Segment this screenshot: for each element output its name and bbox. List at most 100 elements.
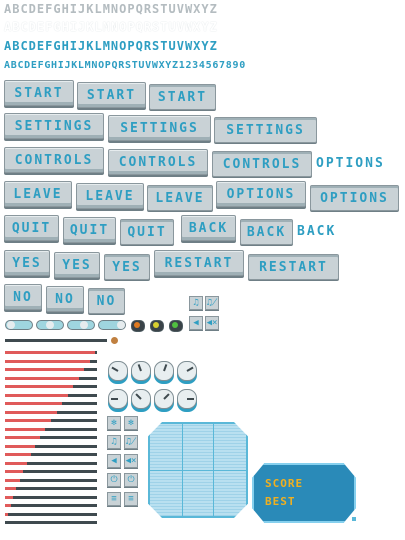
settings-button-hover[interactable]: SETTINGS bbox=[108, 115, 211, 141]
progress-bar bbox=[5, 487, 97, 490]
progress-bar bbox=[5, 351, 97, 354]
menu-icon[interactable]: ≡ bbox=[124, 492, 138, 506]
progress-bar bbox=[5, 385, 97, 388]
rotary-knob[interactable] bbox=[154, 361, 174, 381]
sound-icon[interactable]: ◀ bbox=[189, 316, 203, 330]
quit-button[interactable]: QUIT bbox=[4, 215, 59, 241]
knob-indicator bbox=[111, 398, 118, 400]
menu-icon[interactable]: ≡ bbox=[107, 492, 121, 506]
yes-button-hover[interactable]: YES bbox=[54, 252, 100, 278]
progress-bar bbox=[5, 495, 97, 499]
toggle-switch[interactable] bbox=[36, 320, 64, 330]
rotary-knob[interactable] bbox=[131, 389, 151, 409]
knob-indicator bbox=[135, 393, 142, 400]
quit-button-pressed[interactable]: QUIT bbox=[120, 219, 174, 245]
knob-indicator bbox=[186, 366, 194, 372]
font-sample-gray: ABCDEFGHIJKLMNOPQRSTUVWXYZ bbox=[4, 2, 218, 16]
toggle-knob bbox=[7, 321, 15, 329]
led-light bbox=[153, 322, 159, 328]
music-icon[interactable]: ♫ bbox=[107, 435, 121, 449]
rotary-knob[interactable] bbox=[108, 389, 128, 409]
progress-bar bbox=[5, 376, 97, 380]
progress-bar bbox=[5, 410, 97, 414]
controls-button[interactable]: CONTROLS bbox=[4, 147, 104, 173]
no-button-hover[interactable]: NO bbox=[46, 286, 84, 312]
progress-bar-fill bbox=[5, 359, 90, 363]
sound-icon[interactable]: ◀ bbox=[107, 454, 121, 468]
progress-bar bbox=[5, 393, 97, 397]
font-sample-white: ABCDEFGHIJKLMNOPQRSTUVWXYZ bbox=[4, 20, 218, 34]
toggle-switch[interactable] bbox=[67, 320, 95, 330]
start-button-pressed[interactable]: START bbox=[149, 84, 216, 110]
progress-bar-fill bbox=[5, 512, 8, 516]
rotary-knob[interactable] bbox=[131, 361, 151, 381]
options-button-pressed[interactable]: OPTIONS bbox=[310, 185, 399, 211]
rotary-knob[interactable] bbox=[108, 361, 128, 381]
progress-bar-fill bbox=[5, 351, 96, 354]
progress-bar-fill bbox=[5, 393, 68, 397]
toggle-knob bbox=[46, 321, 54, 329]
yes-button-pressed[interactable]: YES bbox=[104, 254, 150, 280]
slider-track[interactable] bbox=[5, 339, 107, 342]
score-panel bbox=[252, 463, 356, 523]
rotary-knob[interactable] bbox=[154, 389, 174, 409]
options-label: OPTIONS bbox=[316, 156, 385, 171]
music-icon[interactable]: ♫ bbox=[189, 296, 203, 310]
controls-button-pressed[interactable]: CONTROLS bbox=[212, 151, 312, 177]
progress-bar-fill bbox=[5, 419, 51, 422]
no-button[interactable]: NO bbox=[4, 284, 42, 310]
start-button[interactable]: START bbox=[4, 80, 74, 106]
toggle-knob bbox=[117, 321, 125, 329]
progress-bar-fill bbox=[5, 444, 36, 448]
start-button-hover[interactable]: START bbox=[77, 82, 146, 108]
restart-button[interactable]: RESTART bbox=[154, 250, 244, 276]
sound-off-icon[interactable]: ◀× bbox=[205, 316, 219, 330]
led-light bbox=[172, 322, 178, 328]
progress-bar bbox=[5, 402, 97, 405]
power-icon[interactable]: ⏻ bbox=[107, 473, 121, 487]
back-button-pressed[interactable]: BACK bbox=[240, 219, 293, 245]
progress-bar bbox=[5, 512, 97, 516]
music-off-icon[interactable]: ♫̸ bbox=[124, 435, 138, 449]
options-button[interactable]: OPTIONS bbox=[216, 181, 306, 207]
quit-button-hover[interactable]: QUIT bbox=[63, 217, 116, 243]
progress-bar-fill bbox=[5, 470, 24, 473]
restart-button-pressed[interactable]: RESTART bbox=[248, 254, 339, 280]
knob-indicator bbox=[163, 364, 168, 372]
music-off-icon[interactable]: ♫̸ bbox=[205, 296, 219, 310]
led-light bbox=[134, 322, 140, 328]
toggle-switch[interactable] bbox=[5, 320, 33, 330]
sound-off-icon[interactable]: ◀× bbox=[124, 454, 138, 468]
leave-button[interactable]: LEAVE bbox=[4, 181, 72, 207]
progress-bar bbox=[5, 461, 97, 465]
progress-bar bbox=[5, 478, 97, 482]
settings-button[interactable]: SETTINGS bbox=[4, 113, 104, 139]
slider-handle[interactable] bbox=[111, 337, 118, 344]
progress-bar-fill bbox=[5, 495, 14, 499]
knob-indicator bbox=[187, 398, 194, 400]
progress-bar bbox=[5, 470, 97, 473]
progress-bar-fill bbox=[5, 427, 46, 431]
toggle-switch[interactable] bbox=[98, 320, 126, 330]
rotary-knob[interactable] bbox=[177, 361, 197, 381]
font-sample-blue: ABCDEFGHIJKLMNOPQRSTUVWXYZ bbox=[4, 39, 218, 53]
font-sample-blue-full: ABCDEFGHIJKLMNOPQRSTUVWXYZ1234567890 bbox=[4, 60, 246, 71]
knob-indicator bbox=[163, 393, 170, 400]
gear-icon[interactable]: ✻ bbox=[107, 416, 121, 430]
progress-bar-fill bbox=[5, 402, 63, 405]
power-icon[interactable]: ⏻ bbox=[124, 473, 138, 487]
yes-button[interactable]: YES bbox=[4, 250, 50, 276]
settings-button-pressed[interactable]: SETTINGS bbox=[214, 117, 317, 143]
grid-line bbox=[150, 470, 246, 471]
score-label: SCORE bbox=[265, 477, 304, 490]
back-button[interactable]: BACK bbox=[181, 215, 236, 241]
leave-button-hover[interactable]: LEAVE bbox=[76, 183, 144, 209]
no-button-pressed[interactable]: NO bbox=[88, 288, 125, 314]
rotary-knob[interactable] bbox=[177, 389, 197, 409]
knob-indicator bbox=[111, 366, 119, 372]
leave-button-pressed[interactable]: LEAVE bbox=[147, 185, 213, 211]
back-label: BACK bbox=[297, 224, 337, 239]
controls-button-hover[interactable]: CONTROLS bbox=[108, 149, 208, 175]
progress-bar-fill bbox=[5, 385, 74, 388]
gear-icon[interactable]: ✻ bbox=[124, 416, 138, 430]
